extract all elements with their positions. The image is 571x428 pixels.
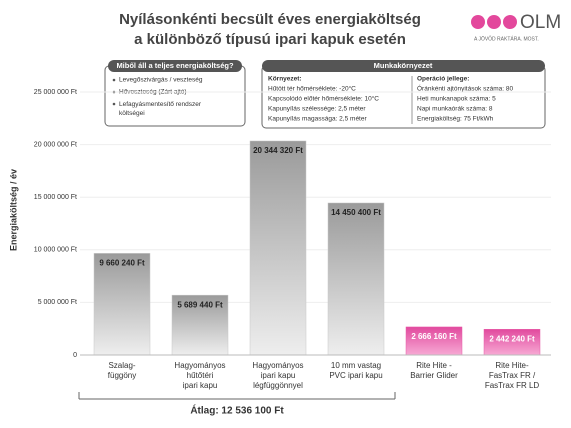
box-item: Hűtött tér hőmérséklete: -20°C xyxy=(268,85,356,93)
bar xyxy=(93,253,151,356)
box-item: Kapcsolódó előtér hőmérséklete: 10°C xyxy=(268,95,379,103)
y-tick-label: 10 000 000 Ft xyxy=(34,247,77,254)
box-subtitle: Operáció jellege: xyxy=(417,76,469,83)
x-tick-label: Hagyományos hűtőtéri ipari kapu xyxy=(174,361,225,390)
box-item: Óránkénti ajtónyitások száma: 80 xyxy=(417,84,513,93)
bar xyxy=(405,326,463,356)
box-title: Munkakörnyezet xyxy=(374,61,433,70)
x-tick-label: Rite Hite -Barrier Glider xyxy=(410,361,458,380)
x-tick-label: Rite Hite-FasTrax FR / FasTrax FR LD xyxy=(485,361,540,390)
box-item: Napi munkaórák száma: 8 xyxy=(417,106,493,113)
value-label: 14 450 400 Ft xyxy=(331,208,381,217)
logo-tagline: A JÖVŐD RAKTÁRA. MOST. xyxy=(474,35,539,42)
value-label: 2 666 160 Ft xyxy=(411,332,457,341)
cost-box: Miből áll a teljes energiaköltség? xyxy=(104,60,246,127)
chart-title: Nyílásonkénti becsült éves energiaköltsé… xyxy=(119,11,421,28)
average-label: Átlag: 12 536 100 Ft xyxy=(190,404,284,417)
box-item: Energiaköltség: 75 Ft/kWh xyxy=(417,116,494,123)
box-item: Kapunyílás magassága: 2,5 méter xyxy=(268,116,367,123)
value-label: 2 442 240 Ft xyxy=(489,334,535,343)
box-subtitle: Környezet: xyxy=(268,76,302,83)
bar xyxy=(249,140,307,356)
x-tick-label: Hagyományos ipari kapu légfüggönnyel xyxy=(252,361,303,390)
env-box: Munkakörnyezet Környezet: Operáció jelle… xyxy=(261,60,546,129)
box-item: Heti munkanapok száma: 5 xyxy=(417,96,496,103)
y-tick-label: 15 000 000 Ft xyxy=(34,194,77,201)
y-axis-label: Energiaköltség / év xyxy=(8,169,18,251)
y-tick-label: 0 xyxy=(73,352,77,359)
value-label: 9 660 240 Ft xyxy=(99,258,145,267)
box-title: Miből áll a teljes energiaköltség? xyxy=(116,61,234,70)
x-tick-label: Szalag-függöny xyxy=(108,361,136,380)
bar xyxy=(171,294,229,356)
bullet xyxy=(112,102,116,106)
x-tick-label: 10 mm vastag PVC ipari kapu xyxy=(329,361,382,380)
box-item: Kapunyílás szélessége: 2,5 méter xyxy=(268,106,366,113)
box-item: Levegőszivárgás / veszteség xyxy=(119,77,203,84)
logo: OLM A JÖVŐD RAKTÁRA. MOST. xyxy=(471,12,561,42)
y-tick-label: 5 000 000 Ft xyxy=(38,299,77,306)
box-item: Lefagyásmentesítő rendszer költségei xyxy=(119,101,202,117)
value-label: 5 689 440 Ft xyxy=(177,300,223,309)
logo-brand: OLM xyxy=(520,12,561,33)
chart-title: a különböző típusú ipari kapuk esetén xyxy=(134,31,406,48)
bullet xyxy=(112,78,116,82)
y-tick-label: 25 000 000 Ft xyxy=(34,89,77,96)
bar xyxy=(327,202,385,356)
value-label: 20 344 320 Ft xyxy=(253,146,303,155)
y-tick-label: 20 000 000 Ft xyxy=(34,141,77,148)
